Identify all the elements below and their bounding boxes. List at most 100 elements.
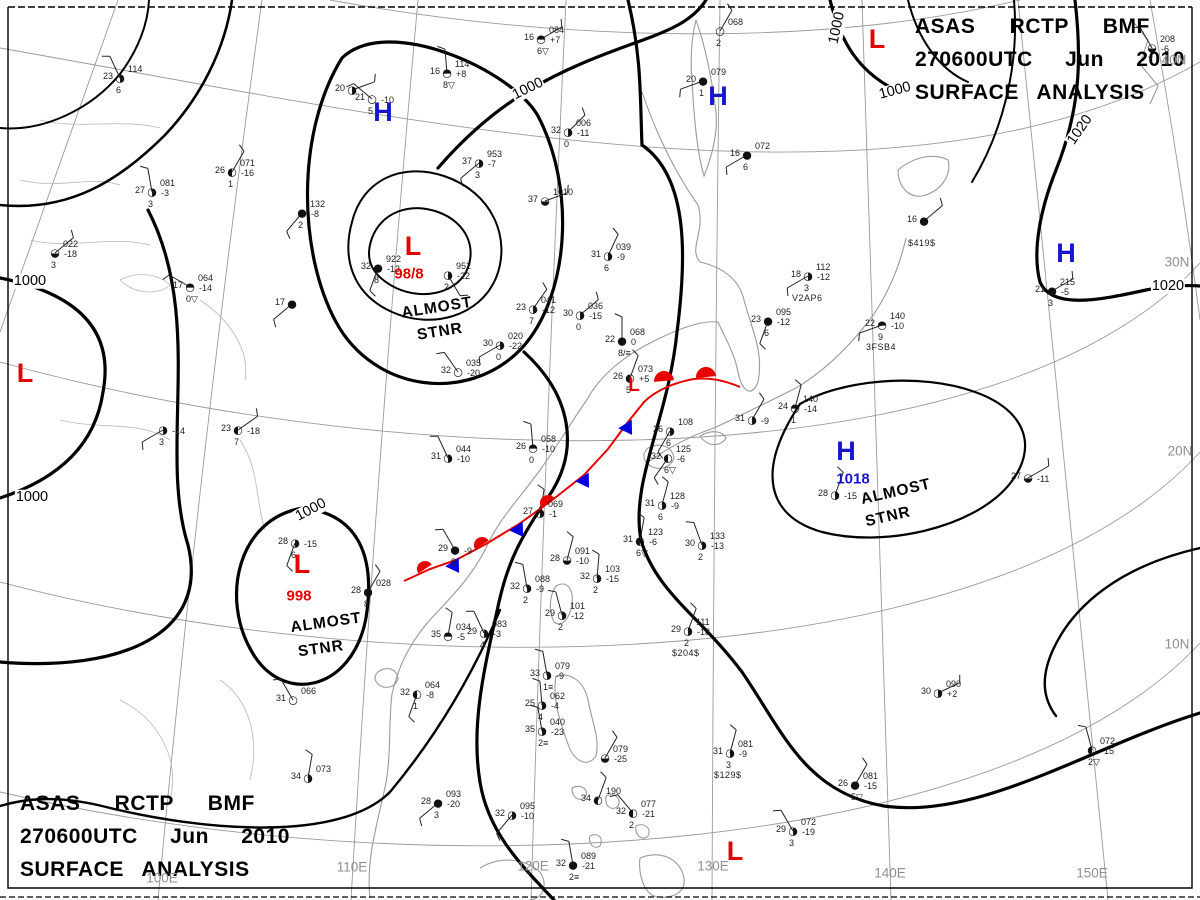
pressure-note: STNR xyxy=(415,319,465,344)
station-td: -10 xyxy=(457,454,471,464)
station-g: ◒ xyxy=(540,194,550,208)
station-ppp: 066 xyxy=(301,686,317,696)
wind-barb-tick xyxy=(529,704,538,708)
station-g: ◑ xyxy=(115,71,125,85)
wind-barb-tick xyxy=(478,356,481,366)
coastline xyxy=(605,794,620,809)
station-g: ◓ xyxy=(442,66,452,80)
wind-barb xyxy=(786,275,809,289)
longitude-label: 150E xyxy=(1076,865,1108,881)
station-td: -9 xyxy=(464,546,473,556)
station-tt: 29 xyxy=(544,608,555,618)
station-g: ◐ xyxy=(233,423,243,437)
graticule-line xyxy=(1149,0,1200,321)
wind-barb xyxy=(237,415,258,431)
wind-barb xyxy=(109,56,121,79)
wind-barb xyxy=(596,554,600,579)
pressure-note: ALMOST xyxy=(289,609,363,637)
station-td: -20 xyxy=(467,368,481,378)
station-tt: 30 xyxy=(920,686,931,696)
station-g: ◑ xyxy=(933,686,943,700)
wind-barb xyxy=(447,612,453,637)
station-td: -22 xyxy=(457,271,471,281)
wind-barb-tick xyxy=(612,730,618,738)
station-g: ◑ xyxy=(747,413,757,427)
station-ppp: 090 xyxy=(946,679,962,689)
station-lo: 3 xyxy=(434,810,440,820)
station-tt: 31 xyxy=(644,498,655,508)
station-td: -15 xyxy=(589,311,603,321)
station-g: ◒ xyxy=(1023,471,1033,485)
station-g: ◓ xyxy=(790,401,800,415)
station-lo: 0 xyxy=(564,139,570,149)
wind-barb xyxy=(522,564,528,589)
station-ppp: 114 xyxy=(455,59,470,69)
wind-barb xyxy=(537,707,543,732)
station-lo: 2≡ xyxy=(538,738,549,748)
station-tt: 28 xyxy=(817,488,828,498)
station-ppp: 041 xyxy=(541,295,557,305)
wind-barb-tick xyxy=(141,441,144,451)
coastline xyxy=(647,237,907,463)
wind-barb xyxy=(1051,278,1074,292)
coastline xyxy=(589,834,602,848)
station-td: -10 xyxy=(521,811,535,821)
station-td: -22 xyxy=(509,341,523,351)
terrain-line xyxy=(19,179,121,186)
wind-barb-tick xyxy=(862,757,868,765)
pressure-value: 1018 xyxy=(836,470,870,488)
station-ppp: 044 xyxy=(456,444,472,454)
station-ppp: 095 xyxy=(520,801,536,811)
station-lo: 7 xyxy=(529,316,535,326)
station-lo: 3 xyxy=(148,199,154,209)
wind-barb-tick xyxy=(727,3,733,11)
station-ppp: 111 xyxy=(696,617,710,627)
station-g: ◑ xyxy=(479,626,489,640)
station-td: -14 xyxy=(199,283,213,293)
isobar xyxy=(305,40,565,386)
station-g: ◑ xyxy=(290,536,300,550)
station-td: -6 xyxy=(649,537,658,547)
wind-barb xyxy=(530,424,534,449)
coastline xyxy=(897,155,950,197)
wind-barb xyxy=(680,80,704,90)
station-lo: 7 xyxy=(234,437,240,447)
station-g: ◓ xyxy=(443,629,453,643)
station-tt: 26 xyxy=(214,165,225,175)
isobar xyxy=(1043,546,1200,718)
station-g: ◓ xyxy=(536,32,546,46)
station-ppp: 077 xyxy=(641,799,657,809)
station-ppp: 208 xyxy=(1160,34,1176,44)
wind-barb-tick xyxy=(375,564,381,572)
station-td: -7 xyxy=(488,159,497,169)
station-g: ◑ xyxy=(575,308,585,322)
wind-barb xyxy=(653,457,669,478)
station-td: -8 xyxy=(311,209,320,219)
cold-front-symbol xyxy=(575,472,590,488)
station-ppp: 108 xyxy=(678,417,694,427)
station-ppp: 922 xyxy=(386,254,402,264)
station-tt: 20 xyxy=(685,74,696,84)
wind-barb xyxy=(473,611,485,634)
station-td: -12 xyxy=(542,305,556,315)
station-lo: 2 xyxy=(684,638,690,648)
title-line-1: ASAS RCTP BMF xyxy=(915,15,1150,38)
cold-front-symbol xyxy=(618,419,633,435)
station-lo: 3 xyxy=(51,260,57,270)
station-lo: 2 xyxy=(523,595,529,605)
isobar xyxy=(1035,0,1200,302)
pressure-center-L: L xyxy=(628,375,640,397)
wind-barb xyxy=(286,542,296,566)
pressure-note: ALMOST xyxy=(859,475,933,509)
station-tt: 32 xyxy=(555,858,566,868)
station-g: ● xyxy=(919,214,929,228)
station-tt: 26 xyxy=(612,371,623,381)
station-td: -3 xyxy=(161,188,170,198)
latitude-label: 10N xyxy=(1164,636,1190,652)
wind-barb xyxy=(693,522,703,546)
station-tt: 31 xyxy=(712,746,723,756)
wind-barb xyxy=(937,682,960,694)
station-ppp: 101 xyxy=(570,601,586,611)
warm-front-symbol xyxy=(696,367,716,378)
station-td: -25 xyxy=(614,754,628,764)
